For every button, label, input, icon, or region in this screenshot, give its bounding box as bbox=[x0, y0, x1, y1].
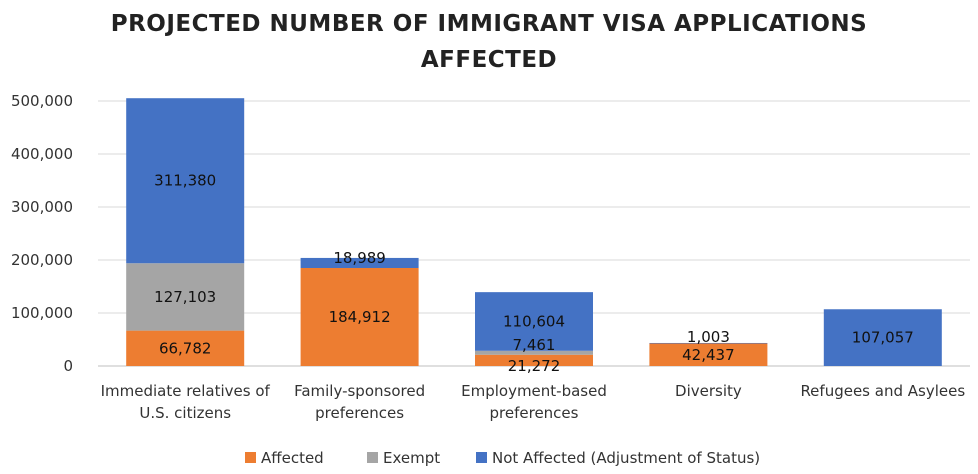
legend: Affected Exempt Not Affected (Adjustment o… bbox=[245, 449, 760, 467]
legend-swatch bbox=[245, 452, 256, 463]
legend-swatch bbox=[367, 452, 378, 463]
data-label: 110,604 bbox=[503, 312, 565, 330]
data-label: 42,437 bbox=[682, 346, 735, 364]
category-label: preferences bbox=[490, 404, 579, 422]
data-label: 184,912 bbox=[329, 308, 391, 326]
chart-title-line: AFFECTED bbox=[421, 47, 557, 73]
legend-label: Not Affected (Adjustment of Status) bbox=[492, 449, 760, 467]
bar-not-3 bbox=[649, 342, 768, 344]
bar-exempt-0 bbox=[126, 263, 245, 331]
bar-affected-2 bbox=[475, 354, 593, 366]
category-label: Employment-based bbox=[461, 382, 607, 400]
category-label: Diversity bbox=[675, 382, 742, 400]
y-tick-label: 300,000 bbox=[11, 198, 73, 216]
data-label: 7,461 bbox=[513, 336, 556, 354]
data-label: 66,782 bbox=[159, 339, 212, 357]
chart-title-line: PROJECTED NUMBER OF IMMIGRANT VISA APPLI… bbox=[111, 11, 868, 37]
y-tick-label: 0 bbox=[63, 357, 73, 375]
legend-label: Exempt bbox=[383, 449, 440, 467]
y-tick-label: 400,000 bbox=[11, 145, 73, 163]
y-tick-label: 200,000 bbox=[11, 251, 73, 269]
bar-affected-3 bbox=[649, 343, 768, 366]
legend-label: Affected bbox=[261, 449, 324, 467]
legend-swatch bbox=[476, 452, 487, 463]
x-axis-category-labels: Immediate relatives of U.S. citizens Famil… bbox=[101, 382, 966, 422]
y-tick-label: 500,000 bbox=[11, 92, 73, 110]
bars bbox=[126, 98, 942, 366]
category-label: Immediate relatives of bbox=[101, 382, 271, 400]
category-label: Refugees and Asylees bbox=[800, 382, 965, 400]
bar-affected-0 bbox=[126, 330, 245, 366]
data-label: 21,272 bbox=[508, 357, 561, 375]
category-label: U.S. citizens bbox=[139, 404, 231, 422]
bar-not-1 bbox=[300, 257, 419, 268]
data-label: 127,103 bbox=[154, 288, 216, 306]
data-label: 1,003 bbox=[687, 328, 730, 346]
data-labels: 66,782 127,103 311,380 184,912 18,989 21,272 7… bbox=[154, 172, 914, 375]
data-label: 311,380 bbox=[154, 172, 216, 190]
data-label: 107,057 bbox=[852, 329, 914, 347]
y-tick-label: 100,000 bbox=[11, 304, 73, 322]
data-label: 18,989 bbox=[333, 249, 386, 267]
bar-not-4 bbox=[823, 309, 942, 366]
y-axis-tick-labels: 0 100,000 200,000 300,000 400,000 500,000 bbox=[11, 92, 73, 375]
category-label: Family-sponsored bbox=[294, 382, 425, 400]
bar-exempt-2 bbox=[475, 350, 593, 355]
bar-not-2 bbox=[475, 292, 593, 351]
chart-title: PROJECTED NUMBER OF IMMIGRANT VISA APPLI… bbox=[111, 11, 868, 73]
category-label: preferences bbox=[315, 404, 404, 422]
bar-affected-1 bbox=[300, 267, 419, 366]
bar-not-0 bbox=[126, 98, 245, 264]
